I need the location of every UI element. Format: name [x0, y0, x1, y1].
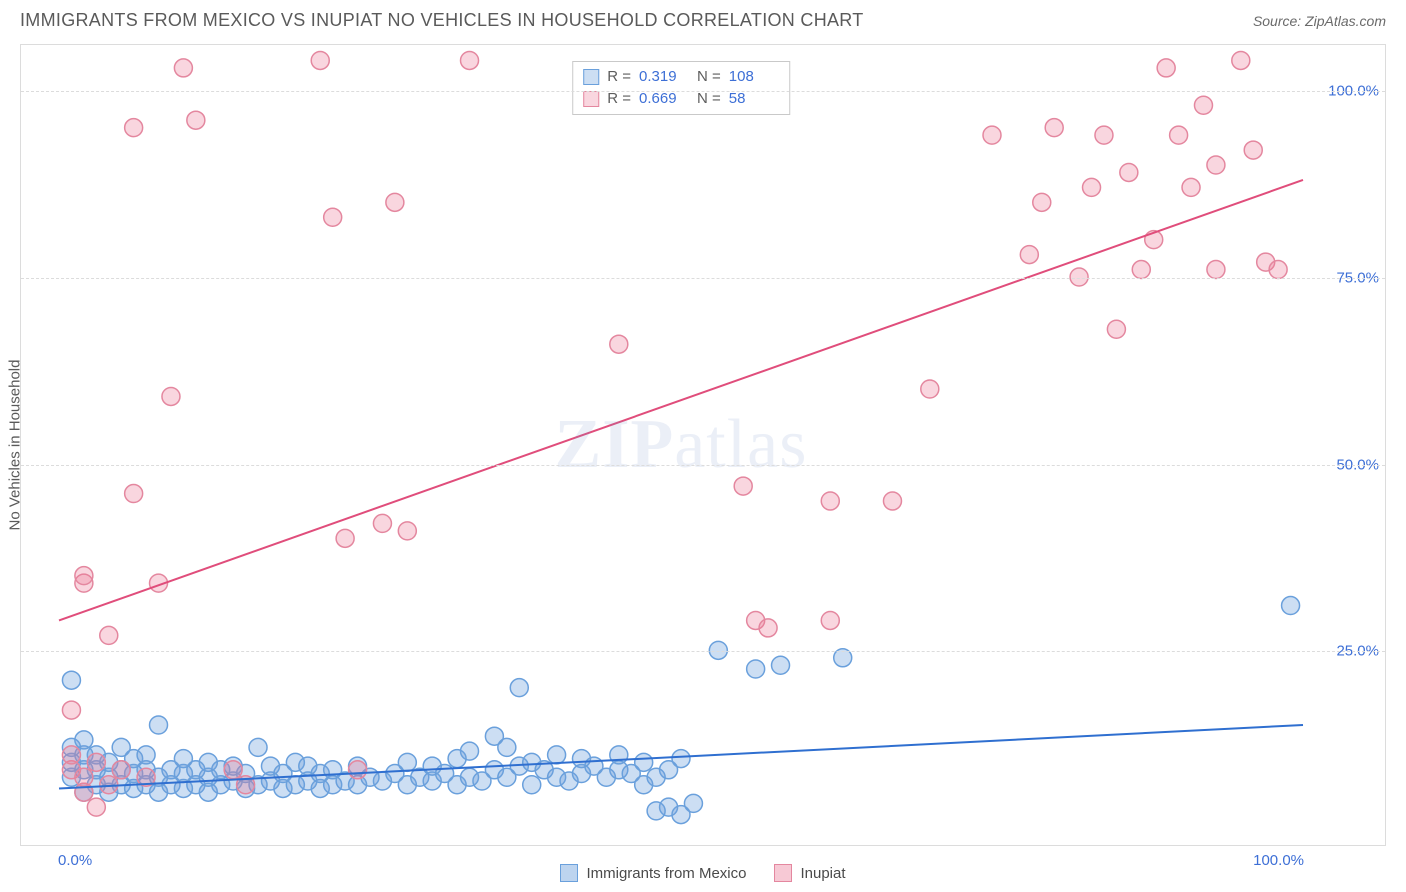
- legend-label: Immigrants from Mexico: [586, 865, 746, 882]
- data-point: [1244, 141, 1262, 159]
- data-point: [87, 798, 105, 816]
- data-point: [125, 485, 143, 503]
- data-point: [1095, 126, 1113, 144]
- data-point: [187, 111, 205, 129]
- data-point: [398, 753, 416, 771]
- data-point: [1070, 268, 1088, 286]
- data-point: [324, 208, 342, 226]
- data-point: [398, 522, 416, 540]
- chart-area: No Vehicles in Household ZIPatlas R =0.3…: [20, 44, 1386, 846]
- data-point: [759, 619, 777, 637]
- data-point: [821, 492, 839, 510]
- data-point: [174, 59, 192, 77]
- stat-n-label: N =: [697, 66, 721, 88]
- data-point: [1120, 163, 1138, 181]
- data-point: [709, 641, 727, 659]
- legend-swatch: [583, 91, 599, 107]
- data-point: [672, 750, 690, 768]
- data-point: [249, 738, 267, 756]
- data-point: [125, 119, 143, 137]
- data-point: [548, 746, 566, 764]
- data-point: [311, 51, 329, 69]
- data-point: [498, 738, 516, 756]
- stat-r-label: R =: [607, 66, 631, 88]
- data-point: [1083, 178, 1101, 196]
- data-point: [747, 660, 765, 678]
- legend-item: Inupiat: [774, 864, 845, 882]
- data-point: [1282, 597, 1300, 615]
- data-point: [75, 731, 93, 749]
- data-point: [821, 611, 839, 629]
- y-axis-label: No Vehicles in Household: [7, 360, 24, 531]
- legend-swatch: [583, 69, 599, 85]
- stat-r-value: 0.319: [639, 66, 689, 88]
- data-point: [100, 626, 118, 644]
- data-point: [75, 768, 93, 786]
- legend-item: Immigrants from Mexico: [560, 864, 746, 882]
- data-point: [62, 701, 80, 719]
- data-point: [1194, 96, 1212, 114]
- data-point: [684, 794, 702, 812]
- chart-title: IMMIGRANTS FROM MEXICO VS INUPIAT NO VEH…: [20, 10, 864, 31]
- data-point: [1033, 193, 1051, 211]
- data-point: [336, 529, 354, 547]
- data-point: [1020, 246, 1038, 264]
- legend-label: Inupiat: [800, 865, 845, 882]
- data-point: [1269, 261, 1287, 279]
- data-point: [112, 761, 130, 779]
- data-point: [1107, 320, 1125, 338]
- source-label: Source: ZipAtlas.com: [1253, 13, 1386, 29]
- data-point: [1170, 126, 1188, 144]
- data-point: [75, 567, 93, 585]
- data-point: [510, 679, 528, 697]
- data-point: [983, 126, 1001, 144]
- data-point: [62, 671, 80, 689]
- legend-swatch: [774, 864, 792, 882]
- data-point: [461, 742, 479, 760]
- data-point: [1207, 261, 1225, 279]
- stats-row: R = 0.319 N = 108: [583, 66, 779, 88]
- data-point: [373, 514, 391, 532]
- data-point: [162, 387, 180, 405]
- series-legend: Immigrants from Mexico Inupiat: [0, 864, 1406, 882]
- data-point: [1132, 261, 1150, 279]
- data-point: [1182, 178, 1200, 196]
- plot-area: ZIPatlas R =0.319N =108R =0.669N =58: [59, 53, 1303, 837]
- legend-swatch: [560, 864, 578, 882]
- data-point: [349, 761, 367, 779]
- data-point: [772, 656, 790, 674]
- data-point: [734, 477, 752, 495]
- correlation-stats-box: R =0.319N =108R =0.669N =58: [572, 61, 790, 115]
- gridline: [21, 91, 1385, 92]
- data-point: [87, 753, 105, 771]
- data-point: [461, 51, 479, 69]
- data-point: [1157, 59, 1175, 77]
- data-point: [386, 193, 404, 211]
- data-point: [150, 716, 168, 734]
- data-point: [523, 776, 541, 794]
- data-point: [224, 761, 242, 779]
- gridline: [21, 278, 1385, 279]
- gridline: [21, 465, 1385, 466]
- trend-line: [59, 725, 1303, 788]
- data-point: [883, 492, 901, 510]
- trend-line: [59, 180, 1303, 621]
- data-point: [635, 753, 653, 771]
- data-point: [137, 746, 155, 764]
- chart-header: IMMIGRANTS FROM MEXICO VS INUPIAT NO VEH…: [0, 0, 1406, 35]
- gridline: [21, 651, 1385, 652]
- data-point: [1232, 51, 1250, 69]
- data-point: [1207, 156, 1225, 174]
- stat-n-value: 108: [729, 66, 779, 88]
- data-point: [1045, 119, 1063, 137]
- data-point: [62, 746, 80, 764]
- data-point: [610, 335, 628, 353]
- data-point: [921, 380, 939, 398]
- scatter-plot-svg: [59, 53, 1303, 837]
